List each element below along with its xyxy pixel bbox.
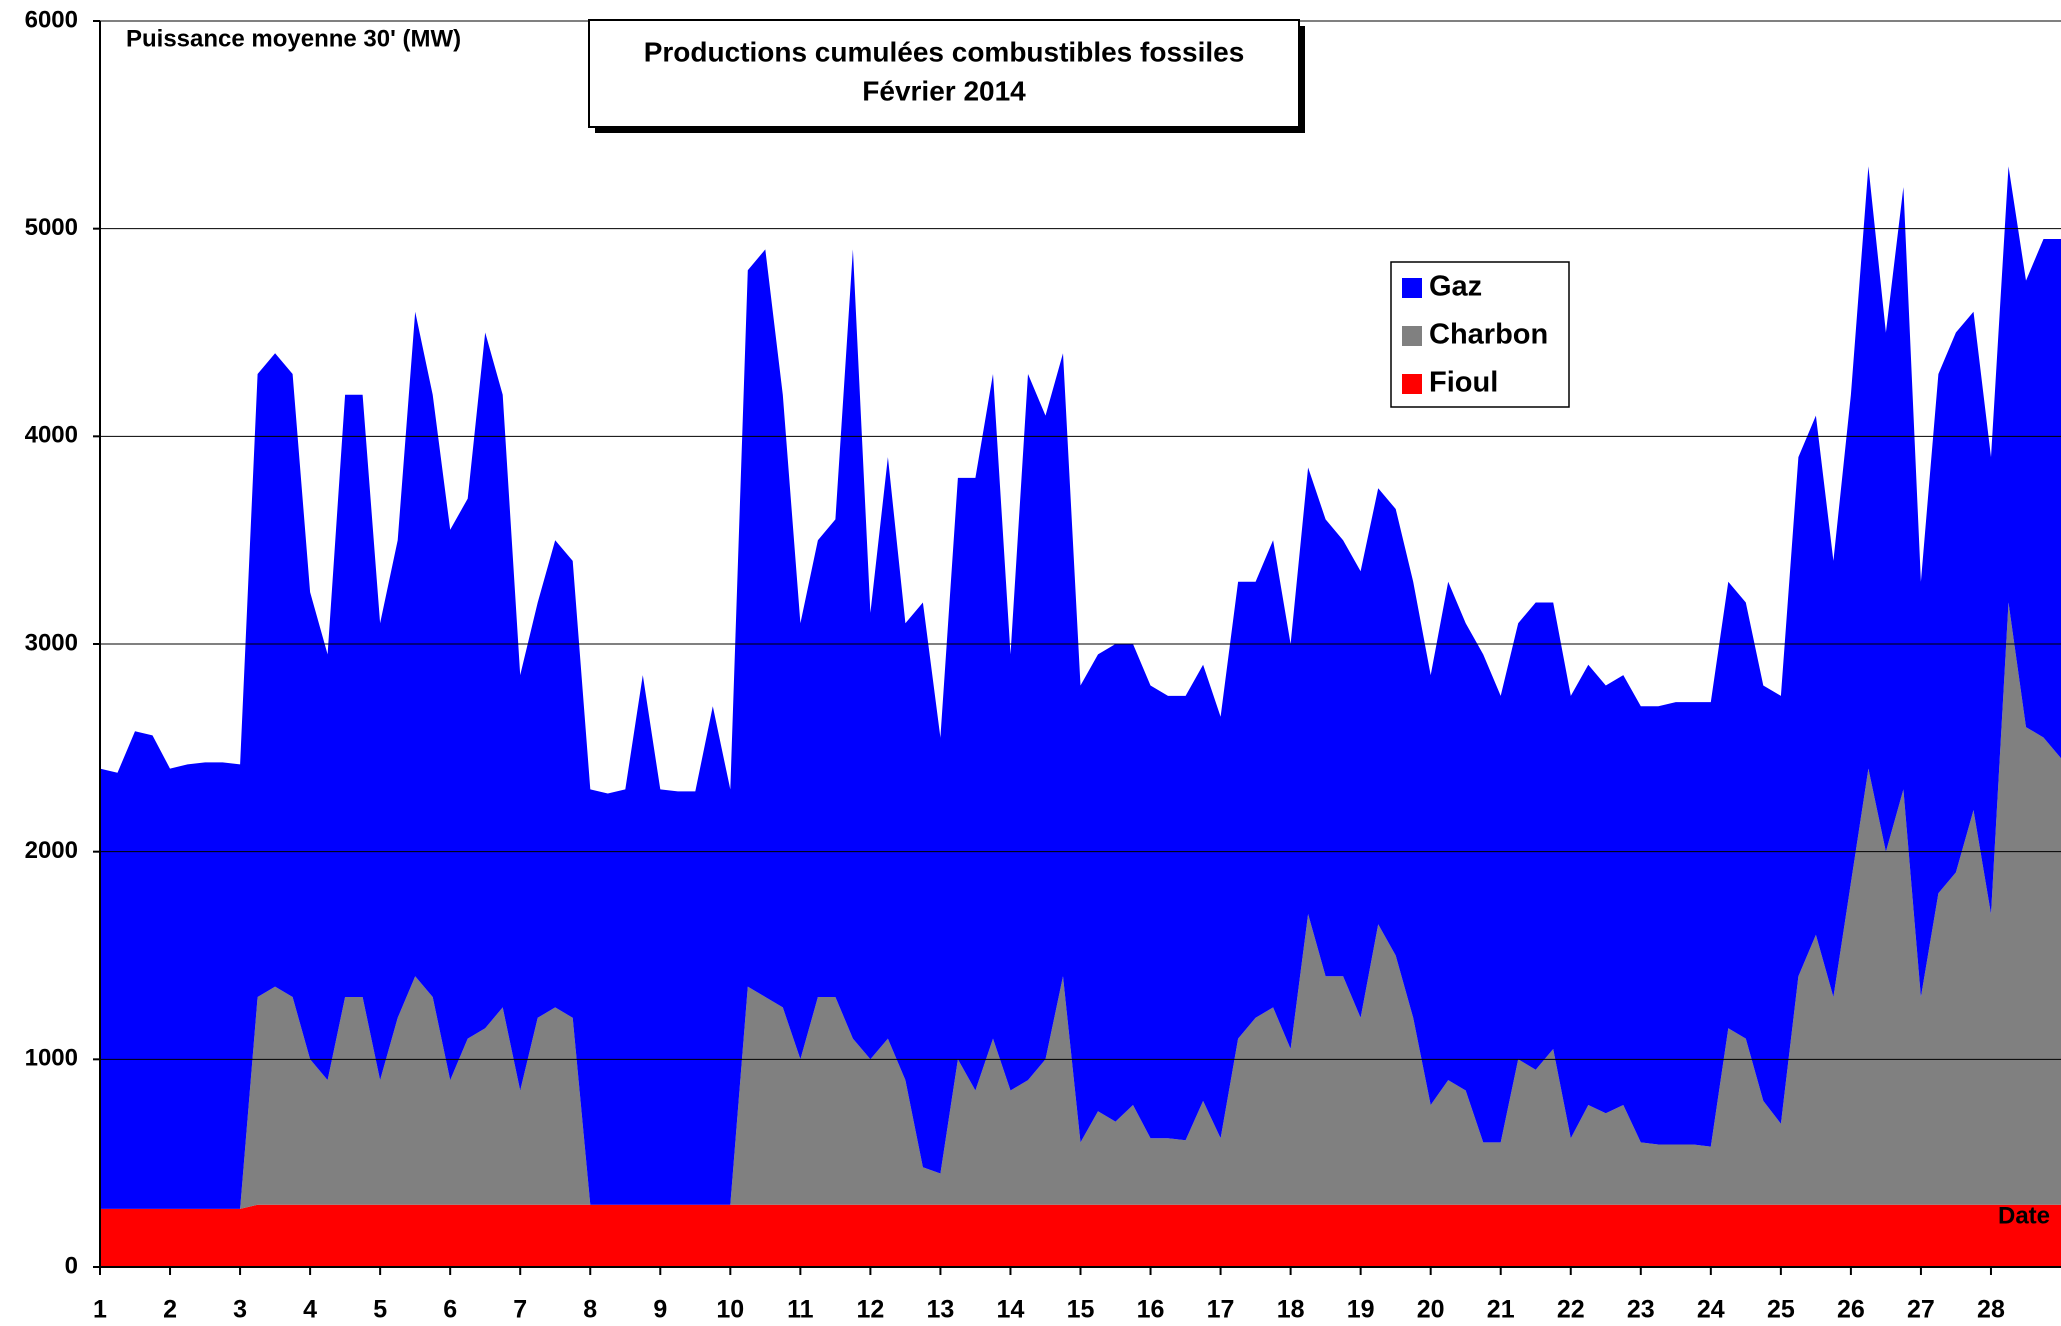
x-tick-label: 5 [373,1296,387,1324]
x-tick-label: 10 [716,1296,744,1324]
x-tick-label: 9 [653,1296,667,1324]
x-tick-label: 4 [303,1296,317,1324]
title-box [588,19,1300,128]
x-tick-label: 18 [1277,1296,1305,1324]
x-tick-label: 21 [1487,1296,1515,1324]
area [100,1204,2061,1267]
x-tick-label: 28 [1977,1296,2005,1324]
y-axis-label: Puissance moyenne 30' (MW) [126,25,461,52]
x-tick-label: 1 [93,1296,107,1324]
legend-swatch [1402,374,1422,394]
x-axis-label: Date [1998,1202,2050,1229]
legend-label: Charbon [1429,319,1548,351]
x-tick-label: 26 [1837,1296,1865,1324]
legend-label: Fioul [1429,367,1498,399]
y-tick-label: 6000 [25,6,78,33]
chart-subtitle: Février 2014 [862,75,1026,106]
y-tick-label: 0 [65,1252,78,1279]
area [100,166,2061,1209]
legend-label: Gaz [1429,271,1482,303]
x-tick-label: 19 [1347,1296,1375,1324]
y-tick-label: 5000 [25,214,78,241]
x-tick-label: 11 [787,1296,814,1324]
x-tick-label: 27 [1907,1296,1935,1324]
x-tick-label: 20 [1417,1296,1445,1324]
x-tick-label: 13 [927,1296,955,1324]
x-tick-label: 23 [1627,1296,1655,1324]
x-tick-label: 6 [443,1296,457,1324]
x-tick-label: 16 [1137,1296,1165,1324]
x-tick-label: 12 [856,1296,884,1324]
y-tick-label: 4000 [25,422,78,449]
x-tick-label: 25 [1767,1296,1795,1324]
y-tick-label: 2000 [25,837,78,864]
x-tick-label: 24 [1697,1296,1725,1324]
legend-swatch [1402,278,1422,298]
x-tick-label: 14 [997,1296,1025,1324]
x-tick-label: 22 [1557,1296,1585,1324]
x-tick-label: 15 [1067,1296,1095,1324]
x-tick-label: 3 [233,1296,247,1324]
area [100,602,2061,1209]
y-tick-label: 3000 [25,629,78,656]
x-tick-label: 7 [513,1296,527,1324]
legend-swatch [1402,326,1422,346]
x-tick-label: 17 [1207,1296,1235,1324]
chart-title: Productions cumulées combustibles fossil… [644,36,1245,67]
x-tick-label: 8 [583,1296,597,1324]
x-tick-label: 2 [163,1296,177,1324]
y-tick-label: 1000 [25,1045,78,1072]
